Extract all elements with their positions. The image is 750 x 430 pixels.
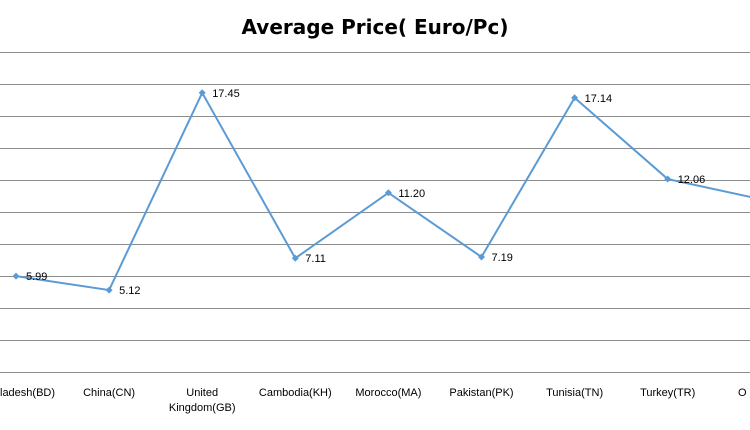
data-label-4: 11.20	[398, 188, 425, 200]
x-tick-label-8: O	[738, 387, 747, 399]
series-line-group	[15, 90, 750, 292]
data-point-0	[12, 272, 20, 280]
data-point-6	[571, 94, 579, 102]
x-tick-label-2: United Kingdom(GB)	[169, 387, 236, 414]
x-tick-label-1: China(CN)	[83, 387, 135, 399]
x-axis-tick-labels: ladesh(BD) China(CN) United Kingdom(GB) Camb…	[0, 387, 747, 414]
grid-lines	[0, 52, 750, 373]
data-markers	[12, 89, 672, 294]
data-label-1: 5.12	[119, 285, 140, 297]
x-tick-label-5: Pakistan(PK)	[449, 387, 513, 399]
data-labels: 5.99 5.12 17.45 7.11 11.20 7.19 17.14 12.06	[26, 88, 705, 297]
x-tick-label-3: Cambodia(KH)	[259, 387, 332, 399]
series-line	[15, 90, 750, 292]
chart-title: Average Price( Euro/Pc)	[242, 15, 509, 39]
x-tick-label-7: Turkey(TR)	[640, 387, 695, 399]
x-tick-label-6: Tunisia(TN)	[546, 387, 603, 399]
data-point-4	[384, 189, 392, 197]
data-label-5: 7.19	[492, 252, 513, 264]
data-label-6: 17.14	[585, 93, 613, 105]
data-point-3	[291, 254, 299, 262]
data-point-5	[478, 253, 485, 261]
x-tick-label-0: ladesh(BD)	[0, 387, 55, 399]
data-label-3: 7.11	[305, 253, 326, 265]
data-point-7	[664, 175, 672, 183]
data-point-1	[105, 286, 113, 294]
data-label-7: 12.06	[678, 174, 706, 186]
data-label-0: 5.99	[26, 271, 47, 283]
x-tick-label-4: Morocco(MA)	[355, 387, 421, 399]
data-point-2	[198, 89, 206, 97]
data-label-2: 17.45	[212, 88, 240, 100]
